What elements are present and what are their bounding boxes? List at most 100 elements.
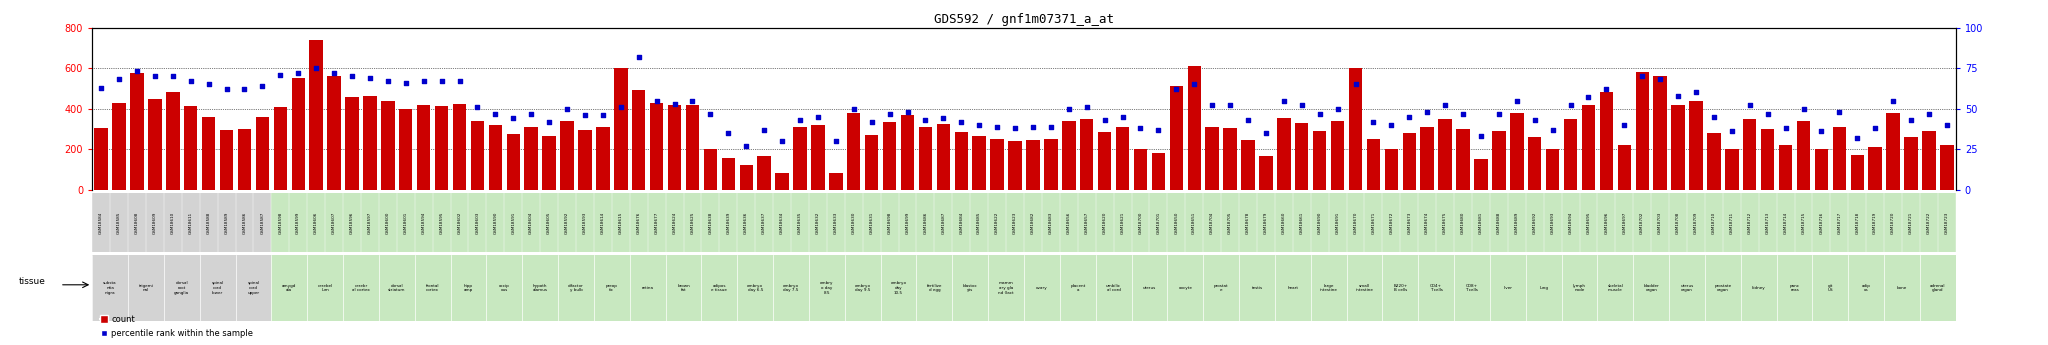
- Text: GSM18683: GSM18683: [1049, 211, 1053, 234]
- Bar: [1417, 255, 1454, 321]
- Text: GSM18633: GSM18633: [834, 211, 838, 234]
- Point: [246, 83, 279, 89]
- Bar: [737, 255, 774, 321]
- Text: GSM18591: GSM18591: [512, 211, 516, 234]
- Bar: [1724, 149, 1739, 190]
- Bar: [111, 193, 127, 252]
- Bar: [649, 102, 664, 190]
- Bar: [1761, 129, 1774, 190]
- Point: [264, 72, 297, 77]
- Bar: [721, 158, 735, 190]
- Bar: [1329, 193, 1348, 252]
- Bar: [127, 255, 164, 321]
- Text: GSM18615: GSM18615: [618, 211, 623, 234]
- Point: [498, 116, 530, 121]
- Bar: [1366, 139, 1380, 190]
- Bar: [1632, 255, 1669, 321]
- Text: GSM18678: GSM18678: [1245, 211, 1249, 234]
- Text: embryo
day 6.5: embryo day 6.5: [748, 284, 764, 292]
- Bar: [1704, 193, 1722, 252]
- Bar: [684, 193, 700, 252]
- Text: cerebr
al cortex: cerebr al cortex: [352, 284, 371, 292]
- Text: blastoc
yts: blastoc yts: [963, 284, 977, 292]
- Point: [408, 78, 440, 84]
- Bar: [1008, 141, 1022, 190]
- Bar: [666, 255, 700, 321]
- Point: [1034, 124, 1067, 129]
- Text: GSM18621: GSM18621: [1120, 211, 1124, 234]
- Bar: [1206, 127, 1219, 190]
- Bar: [504, 193, 522, 252]
- Bar: [1331, 121, 1343, 190]
- Bar: [952, 193, 971, 252]
- Text: placent
a: placent a: [1071, 284, 1085, 292]
- Bar: [199, 255, 236, 321]
- Bar: [307, 255, 342, 321]
- Text: GSM18694: GSM18694: [1569, 211, 1573, 234]
- Text: GSM18710: GSM18710: [1712, 211, 1716, 234]
- Text: frontal
cortex: frontal cortex: [426, 284, 440, 292]
- Point: [299, 66, 332, 71]
- Bar: [1417, 193, 1436, 252]
- Text: GSM18586: GSM18586: [242, 211, 246, 234]
- Bar: [471, 121, 483, 190]
- Point: [909, 117, 942, 123]
- Point: [1159, 87, 1192, 92]
- Bar: [1006, 193, 1024, 252]
- Text: CD4+
T cells: CD4+ T cells: [1430, 284, 1442, 292]
- Bar: [776, 172, 788, 190]
- Bar: [328, 76, 340, 190]
- Bar: [1061, 193, 1077, 252]
- Point: [1321, 106, 1354, 111]
- Text: adipos
e tissue: adipos e tissue: [711, 284, 727, 292]
- Bar: [631, 255, 666, 321]
- Bar: [1776, 193, 1794, 252]
- Point: [1143, 127, 1176, 132]
- Point: [227, 87, 260, 92]
- Bar: [791, 193, 809, 252]
- Text: brown
fat: brown fat: [678, 284, 690, 292]
- Text: lung: lung: [1540, 286, 1548, 290]
- Bar: [1130, 255, 1167, 321]
- Point: [1087, 117, 1120, 123]
- Bar: [92, 255, 127, 321]
- Text: cerebel
lum: cerebel lum: [317, 284, 332, 292]
- Bar: [557, 255, 594, 321]
- Point: [1231, 117, 1264, 123]
- Bar: [612, 193, 629, 252]
- Bar: [199, 193, 217, 252]
- Bar: [915, 193, 934, 252]
- Bar: [342, 193, 360, 252]
- Text: GSM18699: GSM18699: [905, 211, 909, 234]
- Text: GSM18661: GSM18661: [1300, 211, 1305, 234]
- Bar: [1579, 193, 1597, 252]
- Bar: [700, 193, 719, 252]
- Bar: [1868, 147, 1882, 190]
- Bar: [594, 255, 631, 321]
- Bar: [1599, 92, 1614, 190]
- Bar: [362, 96, 377, 190]
- Bar: [973, 136, 985, 190]
- Bar: [1292, 193, 1311, 252]
- Text: GSM18701: GSM18701: [1157, 211, 1161, 234]
- Bar: [631, 193, 647, 252]
- Point: [963, 122, 995, 128]
- Point: [211, 87, 244, 92]
- Text: GSM18670: GSM18670: [1354, 211, 1358, 234]
- Point: [713, 130, 745, 136]
- Bar: [739, 166, 754, 190]
- Text: GSM18593: GSM18593: [584, 211, 588, 234]
- Bar: [432, 193, 451, 252]
- Text: trigemi
nal: trigemi nal: [139, 284, 154, 292]
- Bar: [1919, 193, 1937, 252]
- Text: GSM18712: GSM18712: [1747, 211, 1751, 234]
- Bar: [1346, 193, 1364, 252]
- Bar: [578, 130, 592, 190]
- Bar: [184, 106, 197, 190]
- Text: GSM18708: GSM18708: [1675, 211, 1679, 234]
- Point: [1106, 114, 1139, 120]
- Bar: [1919, 255, 1956, 321]
- Bar: [594, 193, 612, 252]
- Bar: [862, 193, 881, 252]
- Bar: [1597, 255, 1632, 321]
